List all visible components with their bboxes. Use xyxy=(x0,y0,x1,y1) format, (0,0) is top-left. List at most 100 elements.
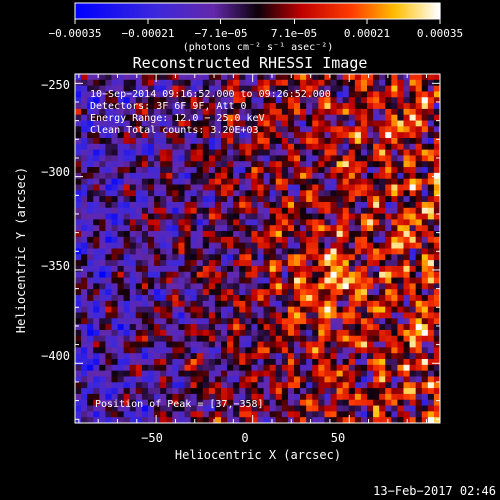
heatmap-cell xyxy=(336,277,344,284)
heatmap-cell xyxy=(287,265,295,273)
heatmap-cell xyxy=(257,219,265,226)
heatmap-cell xyxy=(287,271,295,279)
heatmap-cell xyxy=(409,190,417,197)
heatmap-cell xyxy=(409,120,417,127)
heatmap-cell xyxy=(154,132,161,139)
heatmap-cell xyxy=(251,283,258,290)
heatmap-cell xyxy=(324,265,331,273)
heatmap-cell xyxy=(221,126,228,133)
heatmap-cell xyxy=(415,335,423,343)
heatmap-cell xyxy=(281,405,289,412)
heatmap-cell xyxy=(287,172,295,180)
heatmap-cell xyxy=(379,167,386,174)
heatmap-cell xyxy=(415,359,423,366)
heatmap-cell xyxy=(233,359,240,366)
heatmap-cell xyxy=(117,85,125,92)
heatmap-cell xyxy=(342,341,350,348)
heatmap-cell xyxy=(397,219,404,226)
heatmap-cell xyxy=(202,167,210,174)
heatmap-cell xyxy=(312,213,319,220)
heatmap-cell xyxy=(421,341,429,348)
heatmap-cell xyxy=(373,184,380,191)
heatmap-cell xyxy=(263,248,271,255)
heatmap-cell xyxy=(123,265,131,273)
heatmap-cell xyxy=(415,236,423,244)
heatmap-cell xyxy=(348,399,356,407)
heatmap-cell xyxy=(129,137,137,145)
heatmap-cell xyxy=(117,201,125,209)
heatmap-cell xyxy=(99,143,106,151)
heatmap-cell xyxy=(75,411,82,418)
heatmap-cell xyxy=(385,370,392,377)
heatmap-cell xyxy=(275,318,283,325)
heatmap-cell xyxy=(184,364,192,372)
heatmap-cell xyxy=(336,260,344,267)
heatmap-cell xyxy=(312,74,319,81)
heatmap-cell xyxy=(148,300,155,308)
heatmap-cell xyxy=(379,196,386,203)
heatmap-cell xyxy=(433,295,440,302)
heatmap-cell xyxy=(427,242,435,249)
heatmap-cell xyxy=(221,207,228,215)
heatmap-cell xyxy=(117,260,125,267)
heatmap-cell xyxy=(312,167,319,174)
heatmap-cell xyxy=(123,184,131,191)
heatmap-cell xyxy=(379,359,386,366)
heatmap-cell xyxy=(75,114,82,122)
heatmap-cell xyxy=(93,399,100,407)
y-tick-label: −350 xyxy=(41,259,70,273)
heatmap-cell xyxy=(123,196,131,203)
heatmap-cell xyxy=(415,219,423,226)
heatmap-cell xyxy=(415,324,423,331)
heatmap-cell xyxy=(93,91,100,98)
heatmap-cell xyxy=(433,201,440,209)
heatmap-cell xyxy=(415,295,423,302)
heatmap-cell xyxy=(330,132,338,139)
heatmap-cell xyxy=(403,172,411,180)
colorbar-cell xyxy=(110,3,114,19)
heatmap-cell xyxy=(306,405,313,412)
heatmap-cell xyxy=(397,300,404,308)
heatmap-cell xyxy=(306,213,313,220)
heatmap-cell xyxy=(281,79,289,87)
heatmap-cell xyxy=(129,155,137,162)
heatmap-cell xyxy=(421,184,429,191)
heatmap-cell xyxy=(354,213,362,220)
heatmap-cell xyxy=(123,359,131,366)
heatmap-cell xyxy=(287,364,295,372)
heatmap-cell xyxy=(342,172,350,180)
heatmap-cell xyxy=(379,283,386,290)
heatmap-cell xyxy=(330,318,338,325)
heatmap-cell xyxy=(397,213,404,220)
heatmap-cell xyxy=(360,201,368,209)
heatmap-cell xyxy=(275,335,283,343)
heatmap-cell xyxy=(245,417,252,423)
heatmap-cell xyxy=(300,161,307,168)
heatmap-cell xyxy=(221,79,228,87)
heatmap-cell xyxy=(281,341,289,348)
heatmap-cell xyxy=(208,417,216,423)
heatmap-cell xyxy=(172,283,179,290)
colorbar-cell xyxy=(187,3,191,19)
heatmap-cell xyxy=(196,85,204,92)
heatmap-cell xyxy=(111,411,119,418)
heatmap-cell xyxy=(373,277,380,284)
colorbar-cell xyxy=(120,3,124,19)
heatmap-cell xyxy=(93,265,100,273)
heatmap-cell xyxy=(269,207,277,215)
heatmap-cell xyxy=(190,137,198,145)
heatmap-cell xyxy=(99,219,106,226)
heatmap-cell xyxy=(300,108,307,116)
heatmap-cell xyxy=(239,341,246,348)
heatmap-cell xyxy=(117,91,125,98)
heatmap-cell xyxy=(93,388,100,395)
heatmap-cell xyxy=(148,207,155,215)
heatmap-cell xyxy=(257,236,265,244)
heatmap-cell xyxy=(148,178,155,186)
heatmap-cell xyxy=(81,254,88,261)
heatmap-cell xyxy=(379,236,386,244)
heatmap-cell xyxy=(427,254,435,261)
heatmap-cell xyxy=(306,137,313,145)
heatmap-cell xyxy=(117,265,125,273)
heatmap-cell xyxy=(251,271,258,279)
